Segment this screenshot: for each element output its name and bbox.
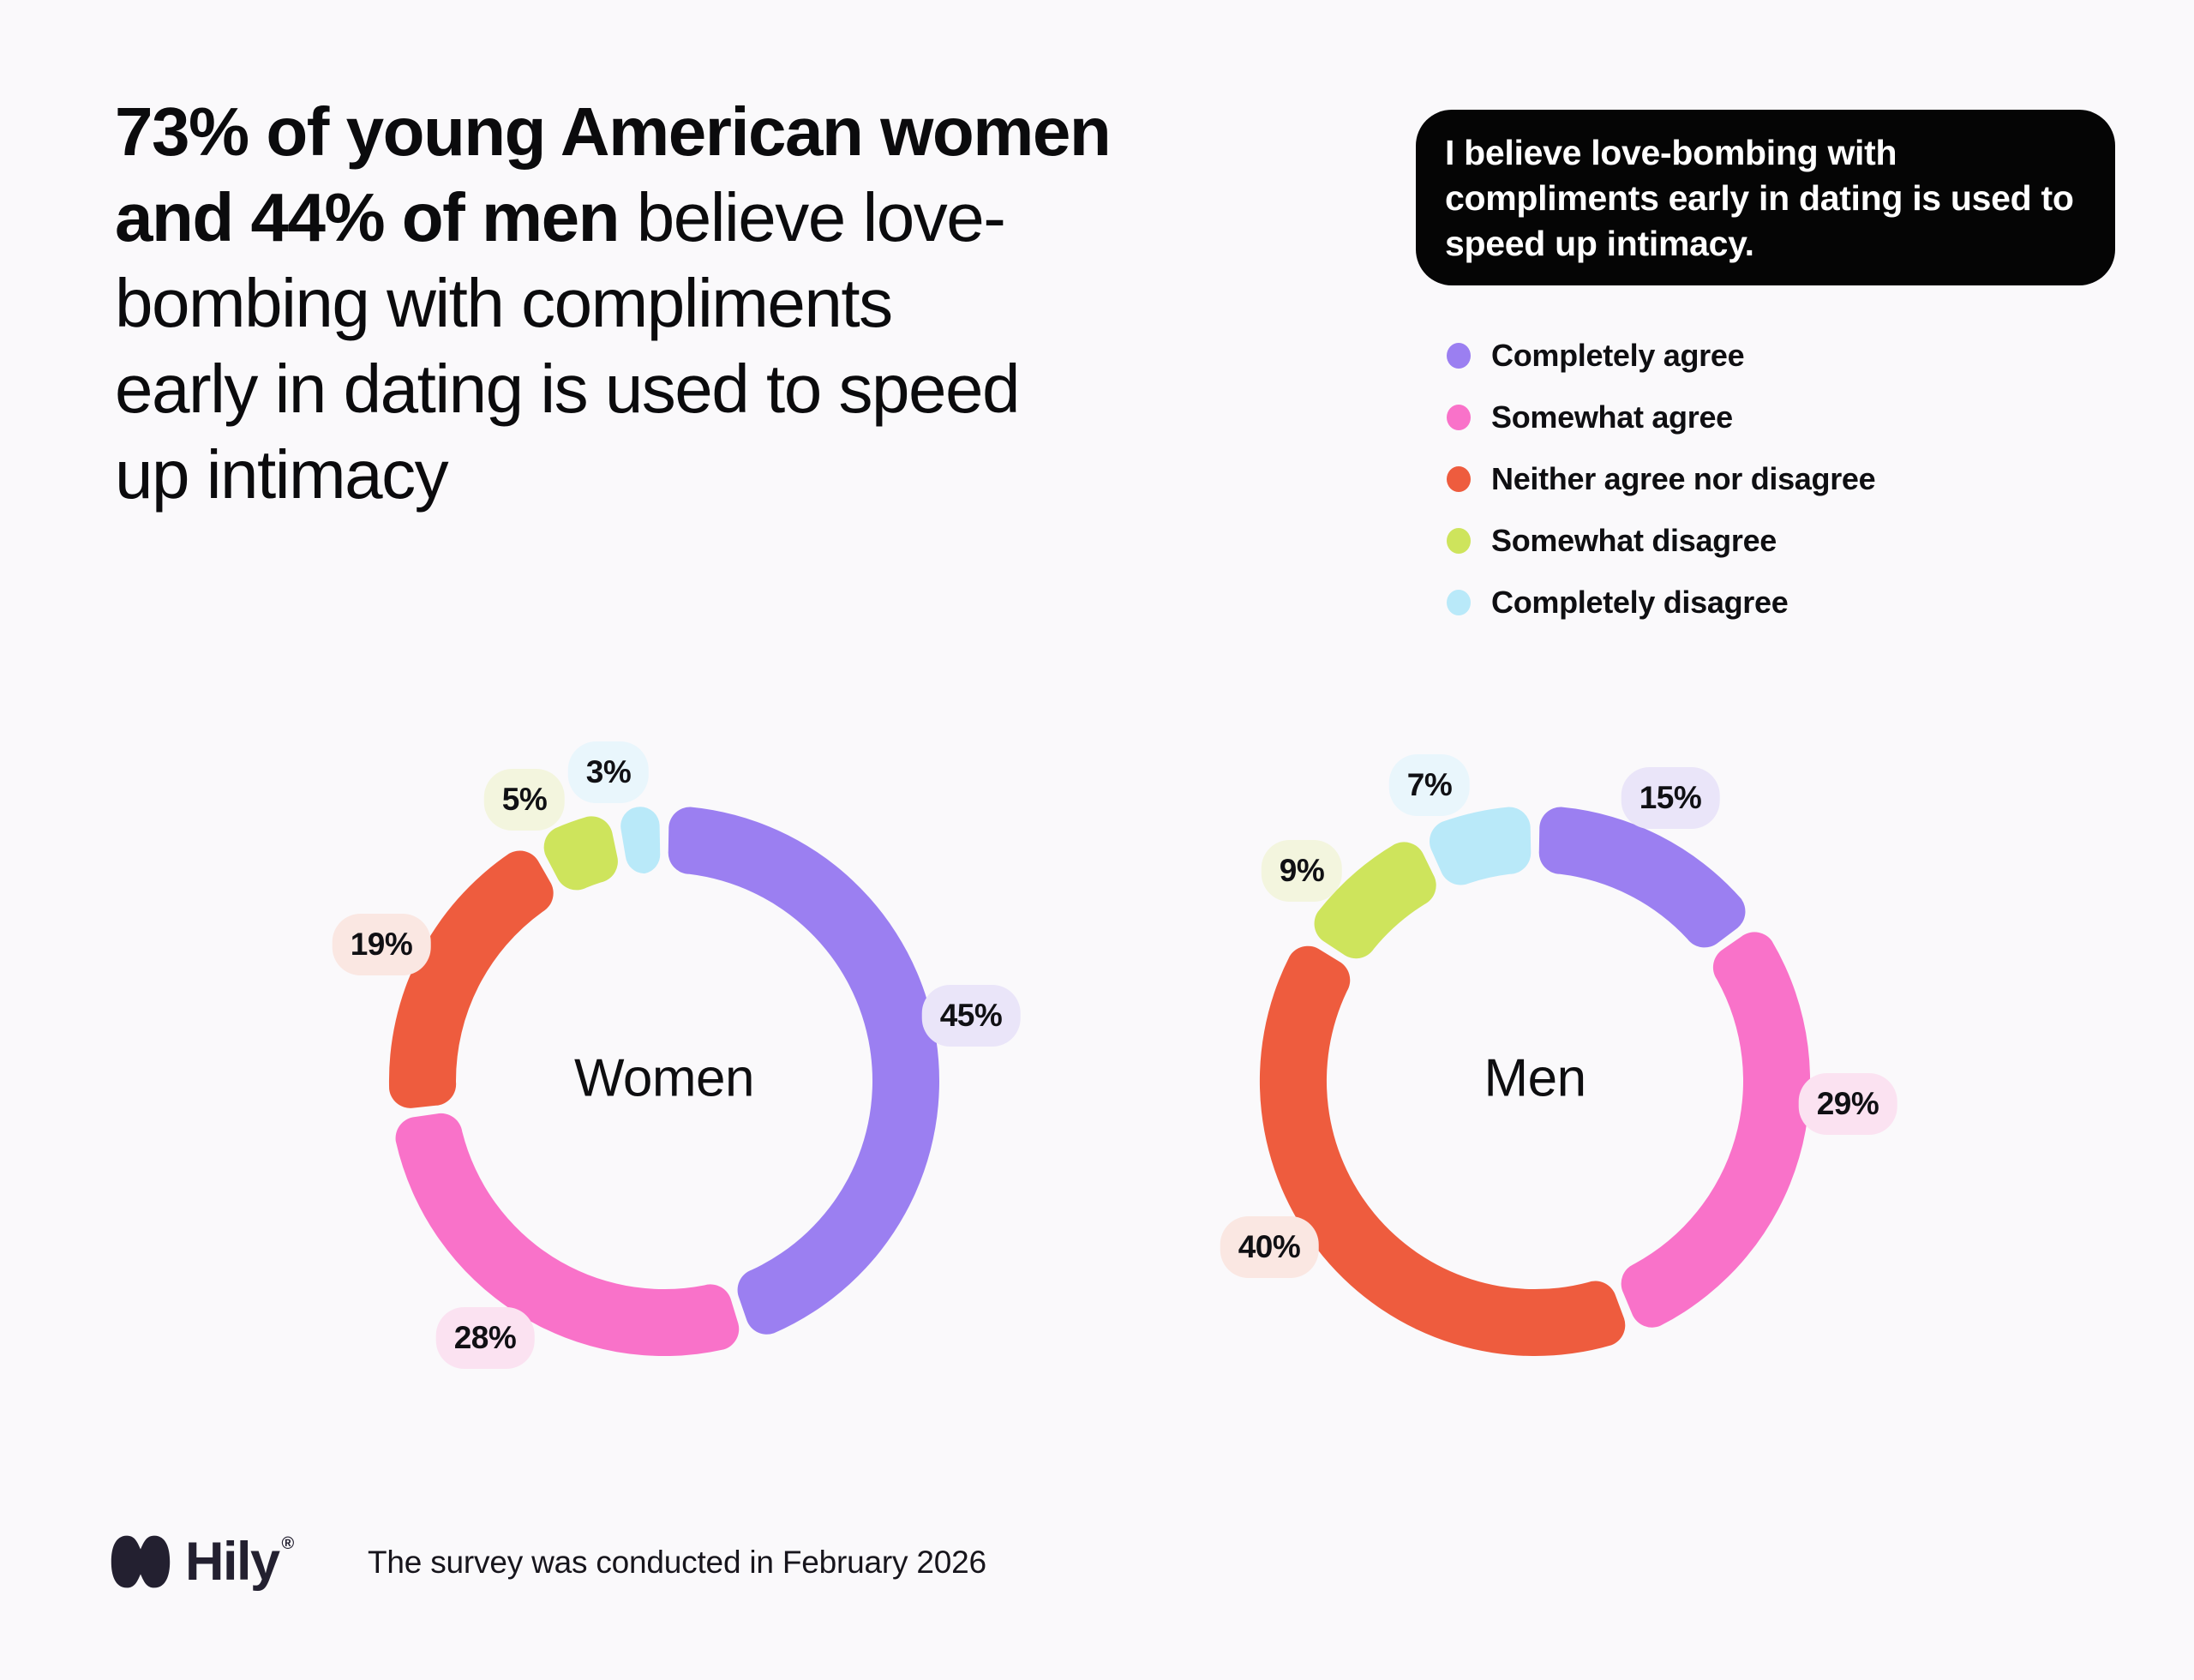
chart-center-label-men: Men: [1484, 1048, 1586, 1108]
legend-label: Somewhat agree: [1491, 399, 1733, 435]
donut-segment-completely-disagree: [620, 807, 661, 874]
legend-dot-completely-agree: [1447, 343, 1471, 369]
legend-item-completely-disagree: Completely disagree: [1447, 572, 1875, 633]
legend-item-neither-agree-nor-disagree: Neither agree nor disagree: [1447, 448, 1876, 510]
legend-label: Completely agree: [1491, 338, 1745, 373]
legend-label: Somewhat disagree: [1491, 523, 1777, 558]
chart-center-label-women: Women: [574, 1048, 755, 1108]
value-label-somewhat-disagree: 5%: [483, 769, 566, 831]
legend-item-somewhat-disagree: Somewhat disagree: [1447, 510, 1875, 572]
statement-line: I believe love-bombing with: [1445, 133, 1897, 172]
donut-segment-neither-agree-nor-disagree: [388, 850, 554, 1108]
legend-item-somewhat-agree: Somewhat agree: [1447, 387, 1875, 448]
value-label-completely-agree: 45%: [921, 985, 1021, 1047]
value-label-neither-agree-nor-disagree: 40%: [1220, 1216, 1319, 1278]
legend: Completely agree Somewhat agree Neither …: [1447, 325, 1876, 633]
title-line: bombing with compliments: [115, 265, 893, 341]
donut-chart-women: Women 45% 28% 19% 5% 3%: [300, 717, 1028, 1445]
legend-label: Neither agree nor disagree: [1491, 461, 1876, 496]
brand-name: Hily: [185, 1532, 280, 1592]
title-line: up intimacy: [115, 436, 449, 513]
legend-label: Completely disagree: [1491, 585, 1789, 620]
legend-dot-neither-agree-nor-disagree: [1447, 466, 1471, 492]
donut-svg-men: [1259, 807, 1811, 1357]
donut-segment-completely-disagree: [1430, 807, 1532, 885]
donut-segment-somewhat-disagree: [1314, 842, 1436, 959]
legend-dot-completely-disagree: [1447, 590, 1471, 615]
survey-note: The survey was conducted in February 202…: [368, 1545, 986, 1580]
donut-segment-somewhat-disagree: [543, 816, 618, 891]
legend-dot-somewhat-agree: [1447, 405, 1471, 430]
donut-svg-women: [388, 807, 939, 1357]
statement-line: compliments early in dating is used to: [1445, 178, 2074, 218]
donut-segment-somewhat-agree: [1621, 932, 1811, 1328]
donut-segment-neither-agree-nor-disagree: [1259, 945, 1626, 1357]
statement-card: I believe love-bombing with compliments …: [1416, 110, 2115, 285]
title-line: 73% of young American women: [115, 93, 1112, 170]
title-line: early in dating is used to speed: [115, 351, 1020, 427]
value-label-completely-agree: 15%: [1621, 767, 1720, 829]
donut-segment-completely-agree: [1538, 807, 1746, 948]
value-label-completely-disagree: 3%: [567, 741, 650, 803]
value-label-somewhat-disagree: 9%: [1261, 840, 1343, 902]
donut-segment-somewhat-agree: [395, 1113, 740, 1357]
brand-lockup: Hily ®: [108, 1531, 294, 1593]
value-label-neither-agree-nor-disagree: 19%: [332, 914, 431, 975]
legend-item-completely-agree: Completely agree: [1447, 325, 1875, 387]
title-line: and 44% of men believe love-: [115, 179, 1006, 255]
statement-line: speed up intimacy.: [1445, 224, 1754, 263]
value-label-somewhat-agree: 28%: [435, 1307, 535, 1369]
donut-chart-men: Men 15% 29% 40% 9% 7%: [1171, 717, 1899, 1445]
value-label-completely-disagree: 7%: [1388, 754, 1471, 816]
page-title: 73% of young American women and 44% of m…: [115, 89, 1486, 518]
donut-segment-completely-agree: [668, 807, 939, 1335]
value-label-somewhat-agree: 29%: [1798, 1073, 1897, 1135]
legend-dot-somewhat-disagree: [1447, 528, 1471, 554]
hily-logo-icon: [111, 1535, 171, 1588]
registered-trademark-symbol: ®: [281, 1534, 295, 1553]
